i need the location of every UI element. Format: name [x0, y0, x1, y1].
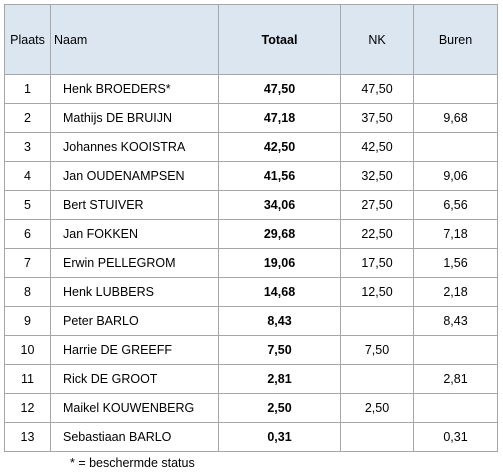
table-row: 2 Mathijs DE BRUIJN 47,18 37,50 9,68 — [4, 103, 498, 133]
cell-plaats: 12 — [4, 393, 51, 423]
cell-naam: Maikel KOUWENBERG — [50, 393, 219, 423]
cell-plaats: 1 — [4, 74, 51, 104]
cell-nk: 32,50 — [340, 161, 414, 191]
cell-nk: 7,50 — [340, 335, 414, 365]
cell-plaats: 5 — [4, 190, 51, 220]
cell-nk: 17,50 — [340, 248, 414, 278]
cell-plaats: 6 — [4, 219, 51, 249]
cell-totaal: 8,43 — [218, 306, 341, 336]
cell-totaal: 29,68 — [218, 219, 341, 249]
cell-buren: 7,18 — [413, 219, 498, 249]
cell-buren — [413, 74, 498, 104]
cell-totaal: 42,50 — [218, 132, 341, 162]
cell-buren: 9,68 — [413, 103, 498, 133]
table-row: 13 Sebastiaan BARLO 0,31 0,31 — [4, 422, 498, 452]
cell-nk: 12,50 — [340, 277, 414, 307]
cell-plaats: 3 — [4, 132, 51, 162]
column-header: Totaal — [218, 4, 341, 75]
table-row: 10 Harrie DE GREEFF 7,50 7,50 — [4, 335, 498, 365]
cell-nk: 22,50 — [340, 219, 414, 249]
column-header: Buren — [413, 4, 498, 75]
cell-plaats: 2 — [4, 103, 51, 133]
cell-nk: 47,50 — [340, 74, 414, 104]
cell-totaal: 34,06 — [218, 190, 341, 220]
cell-plaats: 9 — [4, 306, 51, 336]
column-header: Naam — [50, 4, 219, 75]
cell-totaal: 7,50 — [218, 335, 341, 365]
table-row: 12 Maikel KOUWENBERG 2,50 2,50 — [4, 393, 498, 423]
cell-naam: Jan FOKKEN — [50, 219, 219, 249]
table-header: Plaats Naam Totaal NK Buren — [4, 4, 498, 75]
table-row: 9 Peter BARLO 8,43 8,43 — [4, 306, 498, 336]
cell-nk: 42,50 — [340, 132, 414, 162]
cell-nk: 27,50 — [340, 190, 414, 220]
cell-naam: Mathijs DE BRUIJN — [50, 103, 219, 133]
cell-plaats: 10 — [4, 335, 51, 365]
cell-naam: Henk LUBBERS — [50, 277, 219, 307]
cell-nk — [340, 306, 414, 336]
cell-nk — [340, 364, 414, 394]
standings-table: Plaats Naam Totaal NK Buren 1 Henk BROEDERS* 4… — [4, 4, 498, 452]
cell-naam: Peter BARLO — [50, 306, 219, 336]
column-header: NK — [340, 4, 414, 75]
table-body: 1 Henk BROEDERS* 47,50 47,50 2 Mathijs DE BRU… — [4, 74, 498, 452]
cell-totaal: 47,18 — [218, 103, 341, 133]
cell-buren — [413, 393, 498, 423]
table-row: 7 Erwin PELLEGROM 19,06 17,50 1,56 — [4, 248, 498, 278]
header-row: Plaats Naam Totaal NK Buren — [4, 4, 498, 75]
cell-buren: 1,56 — [413, 248, 498, 278]
cell-plaats: 11 — [4, 364, 51, 394]
cell-nk — [340, 422, 414, 452]
cell-buren: 0,31 — [413, 422, 498, 452]
cell-buren: 9,06 — [413, 161, 498, 191]
cell-totaal: 14,68 — [218, 277, 341, 307]
cell-naam: Henk BROEDERS* — [50, 74, 219, 104]
cell-plaats: 4 — [4, 161, 51, 191]
table-row: 11 Rick DE GROOT 2,81 2,81 — [4, 364, 498, 394]
cell-naam: Harrie DE GREEFF — [50, 335, 219, 365]
column-header: Plaats — [4, 4, 51, 75]
cell-buren: 8,43 — [413, 306, 498, 336]
table-row: 1 Henk BROEDERS* 47,50 47,50 — [4, 74, 498, 104]
table-row: 5 Bert STUIVER 34,06 27,50 6,56 — [4, 190, 498, 220]
cell-totaal: 47,50 — [218, 74, 341, 104]
cell-buren — [413, 335, 498, 365]
table-row: 3 Johannes KOOISTRA 42,50 42,50 — [4, 132, 498, 162]
cell-plaats: 13 — [4, 422, 51, 452]
cell-totaal: 41,56 — [218, 161, 341, 191]
cell-naam: Jan OUDENAMPSEN — [50, 161, 219, 191]
cell-buren: 2,81 — [413, 364, 498, 394]
cell-plaats: 7 — [4, 248, 51, 278]
table-row: 4 Jan OUDENAMPSEN 41,56 32,50 9,06 — [4, 161, 498, 191]
footnote: * = beschermde status — [70, 456, 195, 470]
cell-buren: 2,18 — [413, 277, 498, 307]
cell-totaal: 0,31 — [218, 422, 341, 452]
cell-naam: Johannes KOOISTRA — [50, 132, 219, 162]
cell-nk: 37,50 — [340, 103, 414, 133]
cell-totaal: 19,06 — [218, 248, 341, 278]
cell-totaal: 2,81 — [218, 364, 341, 394]
cell-totaal: 2,50 — [218, 393, 341, 423]
cell-naam: Erwin PELLEGROM — [50, 248, 219, 278]
cell-plaats: 8 — [4, 277, 51, 307]
cell-naam: Rick DE GROOT — [50, 364, 219, 394]
cell-buren — [413, 132, 498, 162]
cell-naam: Sebastiaan BARLO — [50, 422, 219, 452]
table-row: 8 Henk LUBBERS 14,68 12,50 2,18 — [4, 277, 498, 307]
table-row: 6 Jan FOKKEN 29,68 22,50 7,18 — [4, 219, 498, 249]
cell-buren: 6,56 — [413, 190, 498, 220]
cell-naam: Bert STUIVER — [50, 190, 219, 220]
cell-nk: 2,50 — [340, 393, 414, 423]
